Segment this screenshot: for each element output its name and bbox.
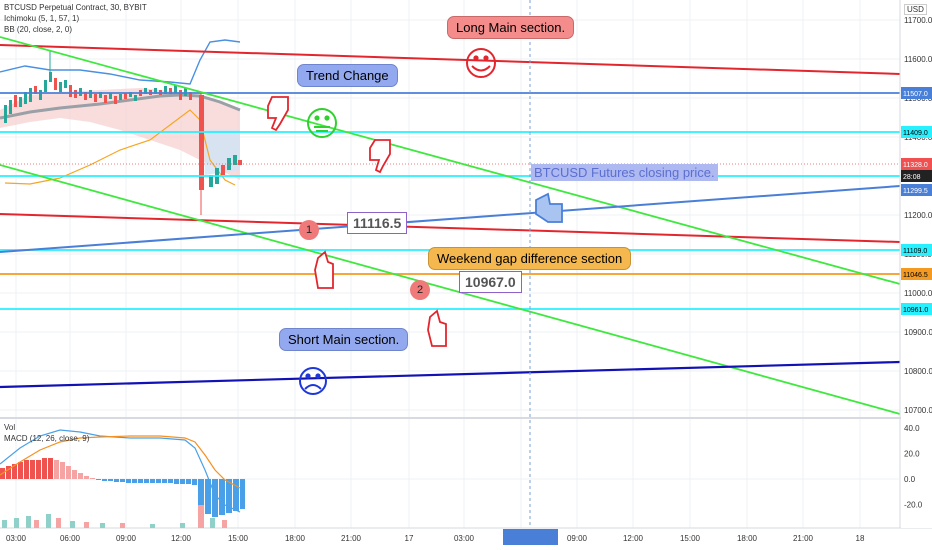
macd-tick-label: 20.0 [904,450,920,459]
price-tag-label: 10961.0 [903,307,928,314]
green-trendline-upper[interactable] [0,36,901,285]
red-trendline-upper[interactable] [0,44,901,75]
price-tag-bg [901,244,932,256]
hand-pointer-icon [267,96,289,132]
price-tag-bg [901,126,932,138]
sad-face-icon [299,367,327,395]
time-tick-label: 03:00 [6,534,27,543]
weekend-gap-callout[interactable]: Weekend gap difference section [428,247,632,270]
price-tick-label: 11200.0 [904,211,932,220]
ichimoku-legend[interactable]: Ichimoku (5, 1, 57, 1) [4,14,80,23]
bb-upper [0,39,241,85]
bb-legend[interactable]: BB (20, close, 2, 0) [4,25,73,34]
hand-pointer-icon [427,309,447,347]
price-tick-label: 10700.0 [904,406,932,415]
price-tick-label: 11600.0 [904,55,932,64]
thumbs-up-icon [535,192,563,223]
time-tick-label: 18:00 [737,534,758,543]
price-grid [0,0,900,528]
time-tick-label: 21:00 [793,534,814,543]
macd-tick-label: 0.0 [904,475,916,484]
trend-change-callout[interactable]: Trend Change [297,64,398,87]
price-tag-label: 28:08 [903,174,921,181]
price-tag-label: 11507.0 [903,91,928,98]
marker-1[interactable]: 1 [299,220,319,240]
symbol-legend[interactable]: BTCUSD Perpetual Contract, 30, BYBIT [4,3,147,12]
marker-2[interactable]: 2 [410,280,430,300]
price-tags: 11507.0 11409.0 11328.0 28:08 11299.5 11109.0… [901,87,932,315]
bb-basis [0,93,241,120]
price-tag-bg [901,184,932,196]
time-tick-label: 12:00 [171,534,192,543]
time-tick-label: 18:00 [285,534,306,543]
time-axis[interactable] [0,529,932,550]
price-tick-label: 10800.0 [904,367,932,376]
time-tick-label: 18 [856,534,865,543]
time-tick-label: 17 [405,534,414,543]
short-main-callout[interactable]: Short Main section. [279,328,409,351]
time-tick-label: 15:00 [228,534,249,543]
vol-legend[interactable]: Vol [4,423,16,432]
time-tick-label: 06:00 [60,534,81,543]
macd-tick-label: -20.0 [904,500,923,509]
price-tag-bg [901,268,932,280]
currency-label[interactable]: USD [904,4,927,15]
closing-price-label[interactable]: BTCUSD Futures closing price. [531,164,718,181]
bb-band-fill [0,88,240,180]
price-tag-bg [901,170,932,182]
happy-face-icon [466,48,496,78]
price-tag-label: 11109.0 [903,248,927,255]
blue-trendline[interactable] [0,185,901,253]
time-tick-label: 03:00 [454,534,475,543]
price-tick-label: 11000.0 [904,289,932,298]
candles [4,50,242,215]
signal-line [0,435,241,489]
time-tick-label: 12:00 [623,534,644,543]
price-label-2[interactable]: 10967.0 [459,271,522,293]
price-tick-label: 10900.0 [904,328,932,337]
hand-pointer-icon [314,250,334,289]
time-tick-label: 09:00 [116,534,137,543]
macd-line [0,429,241,513]
macd-histogram [0,458,245,517]
long-main-callout[interactable]: Long Main section. [447,16,575,39]
price-label-1[interactable]: 11116.5 [347,212,408,234]
volume-bars [2,505,227,528]
price-tag-bg [901,303,932,315]
price-tag-label: 11299.5 [903,188,928,195]
price-tag-bg [901,158,932,170]
navy-trendline[interactable] [0,360,901,389]
price-tag-label: 11046.5 [903,272,928,279]
hand-pointer-icon [369,139,391,174]
time-tick-label: 09:00 [567,534,588,543]
green-trendline-lower[interactable] [0,164,901,415]
red-trendline-lower[interactable] [0,213,901,243]
macd-legend[interactable]: MACD (12, 26, close, 9) [4,434,90,443]
neutral-face-icon [307,108,337,138]
cursor-date-box [503,529,558,545]
macd-tick-label: 40.0 [904,424,920,433]
price-tick-label: 11700.0 [904,16,932,25]
price-tag-label: 11409.0 [903,130,928,137]
macd-ticks: 40.0 20.0 0.0 -20.0 [904,424,923,509]
price-tag-bg [901,87,932,99]
price-tag-label: 11328.0 [903,162,928,169]
time-tick-label: 15:00 [680,534,701,543]
time-tick-label: 21:00 [341,534,362,543]
